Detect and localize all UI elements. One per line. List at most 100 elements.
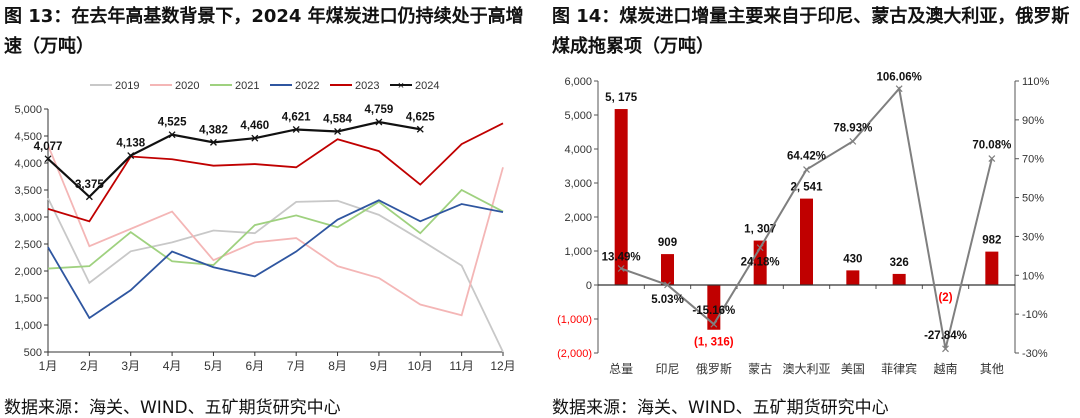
- left-x-tick-label: 5月: [204, 359, 223, 373]
- right-y-tick-label: 4,000: [564, 144, 592, 156]
- data-point-marker: [209, 138, 217, 146]
- data-label: 3,375: [75, 179, 104, 191]
- growth-label: 70.08%: [972, 140, 1011, 152]
- bar-美国: [846, 270, 860, 285]
- left-x-tick-label: 7月: [287, 359, 306, 373]
- series-line-2023: [47, 122, 504, 223]
- left-y-tick-label: 4,000: [14, 158, 42, 170]
- left-y-tick-label: 4,500: [14, 131, 42, 143]
- left-x-tick-label: 12月: [490, 359, 515, 373]
- right-y2-tick-label: -10%: [1022, 309, 1048, 321]
- bar-label: (1, 316): [694, 337, 734, 349]
- left-source-note: 数据来源：海关、WIND、五矿期货研究中心: [4, 398, 341, 418]
- left-y-tick-label: 1,000: [14, 320, 42, 332]
- growth-label: 78.93%: [833, 122, 872, 134]
- right-y-tick-label: (1,000): [557, 314, 592, 326]
- data-label: 4,460: [240, 120, 269, 132]
- right-x-tick-label: 俄罗斯: [696, 362, 732, 376]
- right-y2-tick-label: 110%: [1022, 76, 1050, 88]
- growth-label: 106.06%: [876, 72, 921, 84]
- growth-point-marker: [664, 281, 671, 289]
- data-point-marker: [127, 152, 135, 160]
- right-x-tick-label: 菲律宾: [881, 361, 917, 376]
- data-point-marker: [375, 118, 383, 126]
- series-line-2022: [47, 199, 504, 320]
- left-x-tick-label: 8月: [328, 359, 347, 373]
- series-line-2020: [47, 144, 504, 317]
- right-y-tick-label: 6,000: [564, 76, 592, 88]
- left-y-tick-label: 5,000: [14, 104, 42, 116]
- growth-point-marker: [849, 137, 857, 145]
- growth-point-marker: [756, 244, 764, 252]
- bar-label: (2): [938, 292, 952, 304]
- legend-label-2023: 2023: [355, 80, 379, 92]
- data-point-marker: [416, 125, 424, 133]
- data-point-marker: [168, 131, 176, 139]
- data-point-marker: [251, 134, 259, 142]
- growth-point-marker: [803, 166, 810, 173]
- growth-label: -15.16%: [692, 305, 735, 317]
- growth-point-marker: [895, 85, 903, 93]
- data-point-marker: [85, 193, 93, 201]
- right-y2-tick-label: -30%: [1022, 348, 1048, 360]
- right-x-tick-label: 越南: [933, 361, 957, 376]
- legend-label-2020: 2020: [175, 80, 199, 92]
- growth-label: 64.42%: [787, 151, 826, 163]
- right-x-tick-label: 其他: [980, 362, 1004, 376]
- right-y-tick-label: 2,000: [564, 212, 592, 224]
- legend-label-2024: 2024: [415, 80, 439, 92]
- right-chart-title: 图 14：煤炭进口增量主要来自于印尼、蒙古及澳大利亚，俄罗斯煤成拖累项（万吨）: [552, 6, 1070, 57]
- growth-point-marker: [617, 265, 625, 272]
- data-point-marker: [334, 128, 342, 135]
- legend-label-2021: 2021: [235, 80, 259, 92]
- bar-label: 430: [843, 253, 862, 265]
- legend-label-2019: 2019: [115, 80, 139, 92]
- right-y2-tick-label: 70%: [1022, 154, 1044, 166]
- growth-point-marker: [942, 345, 949, 353]
- right-x-tick-label: 印尼: [655, 362, 679, 376]
- left-y-tick-label: 2,500: [14, 239, 42, 251]
- data-label: 4,138: [116, 138, 145, 150]
- right-y-tick-label: 1,000: [564, 246, 592, 258]
- data-point-marker: [44, 155, 52, 163]
- series-line-2021: [47, 188, 504, 270]
- left-y-tick-label: 3,500: [14, 185, 42, 197]
- right-x-tick-label: 澳大利亚: [782, 362, 830, 376]
- right-y2-tick-label: 50%: [1022, 193, 1044, 205]
- right-y2-tick-label: 10%: [1022, 270, 1044, 282]
- growth-label: -27.84%: [924, 330, 967, 342]
- left-chart-title: 图 13：在去年高基数背景下，2024 年煤炭进口仍持续处于高增速（万吨）: [4, 6, 524, 57]
- right-source-note: 数据来源：海关、WIND、五矿期货研究中心: [552, 398, 889, 418]
- bar-label: 5, 175: [605, 92, 638, 104]
- right-x-tick-label: 总量: [609, 362, 633, 376]
- growth-point-marker: [710, 320, 718, 328]
- right-y2-tick-label: 30%: [1022, 231, 1044, 243]
- left-x-tick-label: 9月: [370, 359, 389, 373]
- right-y-tick-label: 5,000: [564, 110, 592, 122]
- bar-印尼: [661, 254, 674, 285]
- left-x-tick-label: 10月: [408, 359, 433, 373]
- right-x-tick-label: 美国: [841, 362, 865, 376]
- legend-marker-x: ×: [398, 80, 404, 92]
- left-x-tick-label: 4月: [163, 359, 182, 373]
- bar-菲律宾: [892, 273, 906, 285]
- left-x-tick-label: 2月: [80, 359, 99, 373]
- right-y-tick-label: 3,000: [564, 178, 592, 190]
- left-y-tick-label: 2,000: [14, 266, 42, 278]
- data-label: 4,382: [199, 124, 228, 136]
- data-label: 4,621: [282, 111, 311, 123]
- growth-point-marker: [988, 155, 996, 162]
- left-x-tick-label: 3月: [121, 359, 140, 373]
- bar-label: 909: [658, 237, 677, 249]
- bar-总量: [614, 109, 628, 285]
- growth-label: 5.03%: [651, 294, 684, 306]
- right-y-tick-label: 0: [586, 280, 592, 292]
- data-label: 4,525: [158, 117, 187, 129]
- data-label: 4,625: [406, 111, 435, 123]
- bar-label: 326: [890, 257, 909, 269]
- left-x-tick-label: 6月: [245, 359, 264, 373]
- growth-label: 13.49%: [602, 252, 641, 264]
- left-x-tick-label: 1月: [39, 359, 58, 373]
- data-label: 4,077: [34, 141, 63, 153]
